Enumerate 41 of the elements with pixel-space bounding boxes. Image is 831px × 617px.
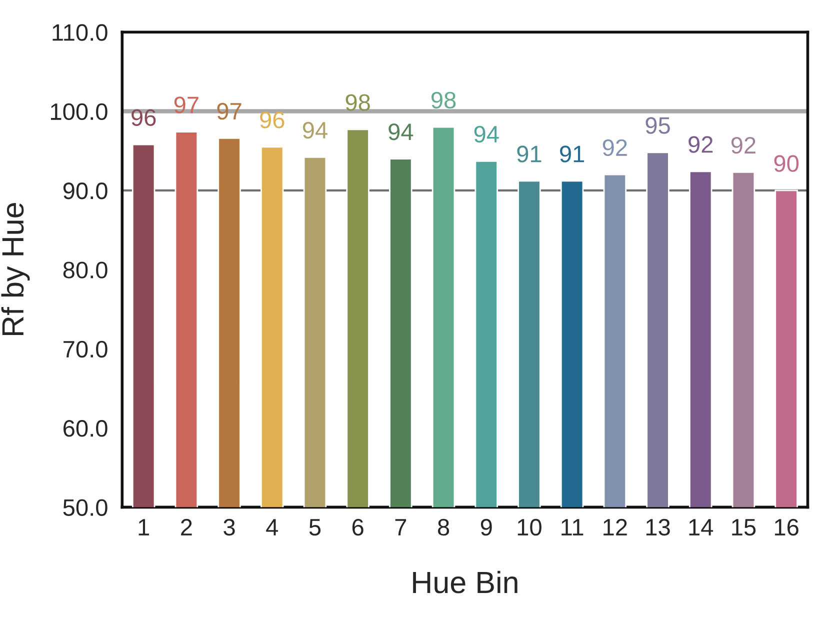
x-tick-label: 11 xyxy=(562,519,584,536)
y-tick-label: 70.0 xyxy=(64,340,108,358)
x-tick-label: 1 xyxy=(138,519,149,536)
y-tick-label: 50.0 xyxy=(63,499,108,516)
x-tick-label: 15 xyxy=(732,519,756,536)
y-tick-label: 110.0 xyxy=(52,24,108,41)
y-tick-label: 100.0 xyxy=(50,103,108,120)
y-tick-label: 90.0 xyxy=(63,182,108,200)
x-axis-title: Hue Bin xyxy=(413,570,518,594)
data-label: 91 xyxy=(517,146,542,162)
x-tick-label: 16 xyxy=(774,518,798,536)
x-tick-label: 2 xyxy=(181,518,192,536)
data-label: 90 xyxy=(774,155,799,172)
data-label: 91 xyxy=(560,146,584,162)
data-label: 96 xyxy=(260,112,284,128)
data-label: 97 xyxy=(217,102,242,120)
data-label: 94 xyxy=(302,122,328,139)
x-tick-label: 14 xyxy=(689,519,714,536)
x-tick-label: 4 xyxy=(266,519,278,536)
data-label: 94 xyxy=(474,126,499,143)
data-label: 92 xyxy=(731,136,756,154)
x-tick-label: 3 xyxy=(224,518,235,536)
data-label: 92 xyxy=(602,139,627,156)
x-tick-label: 5 xyxy=(309,519,321,536)
data-label: 98 xyxy=(431,92,456,109)
data-label: 94 xyxy=(388,124,414,140)
x-tick-label: 6 xyxy=(352,518,364,536)
y-axis-title: Rf by Hue xyxy=(1,203,30,336)
data-label: 96 xyxy=(132,109,156,126)
data-label: 97 xyxy=(174,96,198,114)
data-label: 92 xyxy=(688,136,713,153)
x-tick-label: 9 xyxy=(480,518,492,536)
x-tick-label: 7 xyxy=(395,519,406,536)
data-label: 98 xyxy=(346,94,370,111)
x-tick-label: 12 xyxy=(604,518,627,536)
x-tick-label: 13 xyxy=(646,518,670,536)
y-tick-label: 80.0 xyxy=(63,262,108,278)
x-tick-label: 10 xyxy=(518,518,542,536)
y-tick-label: 60.0 xyxy=(64,420,108,437)
x-tick-label: 8 xyxy=(438,518,450,536)
data-label: 95 xyxy=(646,117,670,134)
